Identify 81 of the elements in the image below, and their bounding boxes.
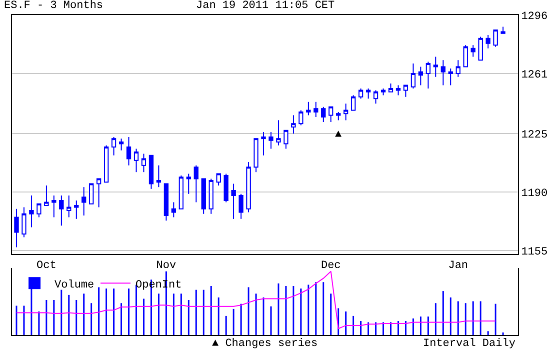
x-tick-label: Oct xyxy=(36,260,56,272)
candlestick xyxy=(148,154,154,190)
y-tick-label: 1225 xyxy=(521,130,548,142)
candlestick xyxy=(261,131,266,156)
text: ▲ Changes series xyxy=(212,338,318,350)
candlestick xyxy=(268,131,274,150)
candlestick xyxy=(358,88,364,100)
candlestick xyxy=(456,60,460,78)
candlestick xyxy=(418,66,424,86)
candlestick xyxy=(403,84,408,98)
y-tick-label: 1261 xyxy=(521,69,548,82)
candlestick xyxy=(314,101,318,118)
candlestick xyxy=(194,164,198,203)
candlestick xyxy=(126,136,132,166)
candlestick xyxy=(44,184,49,206)
candlestick xyxy=(156,164,162,188)
legend-label: Volume xyxy=(54,279,94,292)
candlestick xyxy=(500,26,506,34)
candlestick xyxy=(178,174,184,210)
candlestick xyxy=(186,173,191,194)
candlestick xyxy=(59,195,64,226)
candlestick xyxy=(164,183,169,222)
candlestick xyxy=(373,90,378,104)
candlestick xyxy=(201,178,206,214)
candlestick xyxy=(74,200,79,220)
candlestick xyxy=(276,120,281,146)
y-tick-label: 1190 xyxy=(521,188,548,200)
candlestick xyxy=(66,195,72,218)
candlestick xyxy=(433,56,438,78)
y-tick-label: 1155 xyxy=(521,246,548,259)
x-tick-label: Jan xyxy=(448,260,468,272)
candlestick xyxy=(410,62,416,90)
candlestick xyxy=(224,173,228,203)
candlestick xyxy=(380,88,386,96)
candlestick xyxy=(306,101,311,116)
candlestick xyxy=(111,136,116,156)
candlestick xyxy=(216,173,221,186)
candlestick xyxy=(478,36,483,61)
candlestick xyxy=(82,186,86,216)
candlestick xyxy=(388,83,394,92)
text: Interval Daily xyxy=(423,338,516,350)
chart-title: ES.F - 3 Months xyxy=(4,0,104,12)
candlestick xyxy=(463,44,468,68)
candlestick xyxy=(328,106,334,122)
candlestick xyxy=(321,106,326,122)
candlestick xyxy=(344,103,348,121)
candlestick xyxy=(298,110,304,126)
candlestick xyxy=(52,195,56,218)
candlestick xyxy=(448,68,453,86)
candlestick xyxy=(29,195,34,228)
candlestick xyxy=(141,153,146,173)
candlestick xyxy=(396,84,401,96)
candlestick xyxy=(134,148,139,173)
chart-subtitle: Jan 19 2011 11:05 CET xyxy=(196,0,336,12)
candlestick xyxy=(366,88,371,100)
candlestick xyxy=(336,111,341,121)
y-tick-label: 1296 xyxy=(521,10,548,23)
candlestick xyxy=(231,183,236,220)
candlestick xyxy=(493,30,498,48)
candlestick xyxy=(89,183,94,204)
candlestick xyxy=(104,144,109,183)
candlestick xyxy=(171,202,176,218)
candlestick xyxy=(440,60,446,86)
annotation: ▲ xyxy=(335,129,342,141)
candlestick xyxy=(238,193,244,220)
candlestick xyxy=(118,138,124,151)
candlestick xyxy=(22,206,26,238)
candlestick xyxy=(426,61,431,90)
x-tick-label: Dec xyxy=(320,260,341,272)
candlestick xyxy=(350,94,356,111)
x-tick-label: Nov xyxy=(156,260,176,272)
candlestick xyxy=(254,138,258,173)
candlestick xyxy=(96,178,102,208)
candlestick xyxy=(291,114,296,134)
candlestick xyxy=(284,130,288,150)
candlestick xyxy=(246,162,251,213)
candlestick xyxy=(14,208,19,248)
candlestick xyxy=(470,44,476,58)
candlestick xyxy=(486,34,490,49)
candlestick xyxy=(208,178,214,214)
candlestick xyxy=(36,203,42,218)
